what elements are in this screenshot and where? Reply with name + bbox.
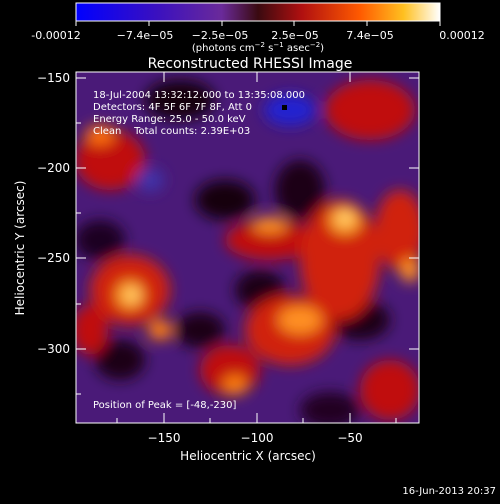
footer-date: 16-Jun-2013 20:37 [402,486,496,497]
detectors-text: Detectors: 4F 5F 6F 7F 8F, Att 0 [93,102,252,113]
image-title: Reconstructed RHESSI Image [148,56,353,72]
plot-frame [75,71,420,424]
x-tick-label: −150 [148,431,181,445]
colorbar: -0.00012 −7.4e−05 −2.5e−05 2.5e−05 7.4e−… [31,2,485,54]
x-axis [116,72,397,423]
colorbar-tick: 7.4e−05 [346,29,393,42]
image-annotations: 18-Jul-2004 13:32:12.000 to 13:35:08.000… [93,90,305,411]
y-tick-label: −200 [37,161,70,175]
x-tick-label: −100 [241,431,274,445]
colorbar-tick: −2.5e−05 [192,29,249,42]
time-range-text: 18-Jul-2004 13:32:12.000 to 13:35:08.000 [93,90,305,101]
y-axis [76,77,419,395]
colorbar-tick: −7.4e−05 [117,29,174,42]
x-axis-label: Heliocentric X (arcsec) [180,449,316,463]
peak-marker [282,105,287,110]
y-tick-label: −300 [37,342,70,356]
colorbar-tick: -0.00012 [31,29,80,42]
colorbar-tick: 0.00012 [439,29,485,42]
x-tick-label: −50 [337,431,362,445]
colorbar-tick: 2.5e−05 [271,29,318,42]
energy-range-text: Energy Range: 25.0 - 50.0 keV [93,114,246,125]
colorbar-gradient [75,2,441,22]
y-tick-label: −250 [37,251,70,265]
clean-counts-text: Clean Total counts: 2.39E+03 [93,126,250,137]
colorbar-units: (photons cm−2 s−1 asec−2) [192,41,324,54]
y-tick-label: −150 [37,71,70,85]
rhessi-image [76,72,419,423]
peak-position-text: Position of Peak = [-48,-230] [93,400,237,411]
y-axis-label: Heliocentric Y (arcsec) [13,181,27,316]
